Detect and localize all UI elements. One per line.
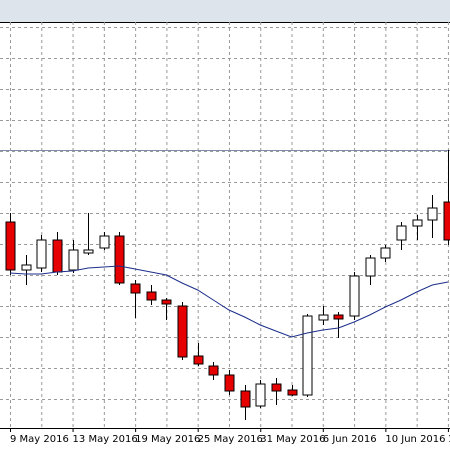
candle-body bbox=[412, 219, 423, 227]
x-tick-label: 10 Jun 2016 bbox=[385, 434, 445, 445]
x-tick-label: 31 May 2016 bbox=[260, 434, 325, 445]
candle-body bbox=[114, 235, 125, 284]
candle-body bbox=[380, 247, 391, 259]
x-tick-label: 25 May 2016 bbox=[198, 434, 263, 445]
candle-body bbox=[21, 264, 32, 271]
candle-body bbox=[52, 239, 63, 273]
candle-body bbox=[255, 383, 266, 407]
candle-body bbox=[396, 225, 407, 241]
candle-body bbox=[208, 365, 219, 376]
x-tick-label: 16 Jun 2016 bbox=[448, 434, 450, 445]
candle-body bbox=[271, 383, 282, 392]
x-tick-label: 13 May 2016 bbox=[73, 434, 138, 445]
candle-body bbox=[318, 314, 329, 321]
candle-body bbox=[427, 207, 438, 221]
candle-body bbox=[68, 249, 79, 271]
candle-body bbox=[193, 355, 204, 365]
candle-body bbox=[349, 275, 360, 317]
candle-body bbox=[5, 221, 16, 271]
x-tick-label: 19 May 2016 bbox=[135, 434, 200, 445]
candle-body bbox=[161, 299, 172, 305]
candle-body bbox=[177, 305, 188, 358]
candle-body bbox=[302, 315, 313, 396]
candle-body bbox=[130, 283, 141, 294]
candle-body bbox=[83, 249, 94, 254]
candle-body bbox=[36, 239, 47, 269]
candle-body bbox=[365, 257, 376, 277]
candle-body bbox=[146, 291, 157, 301]
candle-body bbox=[99, 235, 110, 249]
candle-body bbox=[333, 314, 344, 320]
x-tick-label: 9 May 2016 bbox=[10, 434, 69, 445]
moving-average bbox=[9, 265, 449, 338]
candle-body bbox=[240, 390, 251, 408]
x-tick-label: 6 Jun 2016 bbox=[323, 434, 377, 445]
candle-body bbox=[224, 374, 235, 392]
candle-body bbox=[443, 201, 450, 241]
top-bar bbox=[0, 0, 450, 22]
candle-body bbox=[287, 389, 298, 396]
